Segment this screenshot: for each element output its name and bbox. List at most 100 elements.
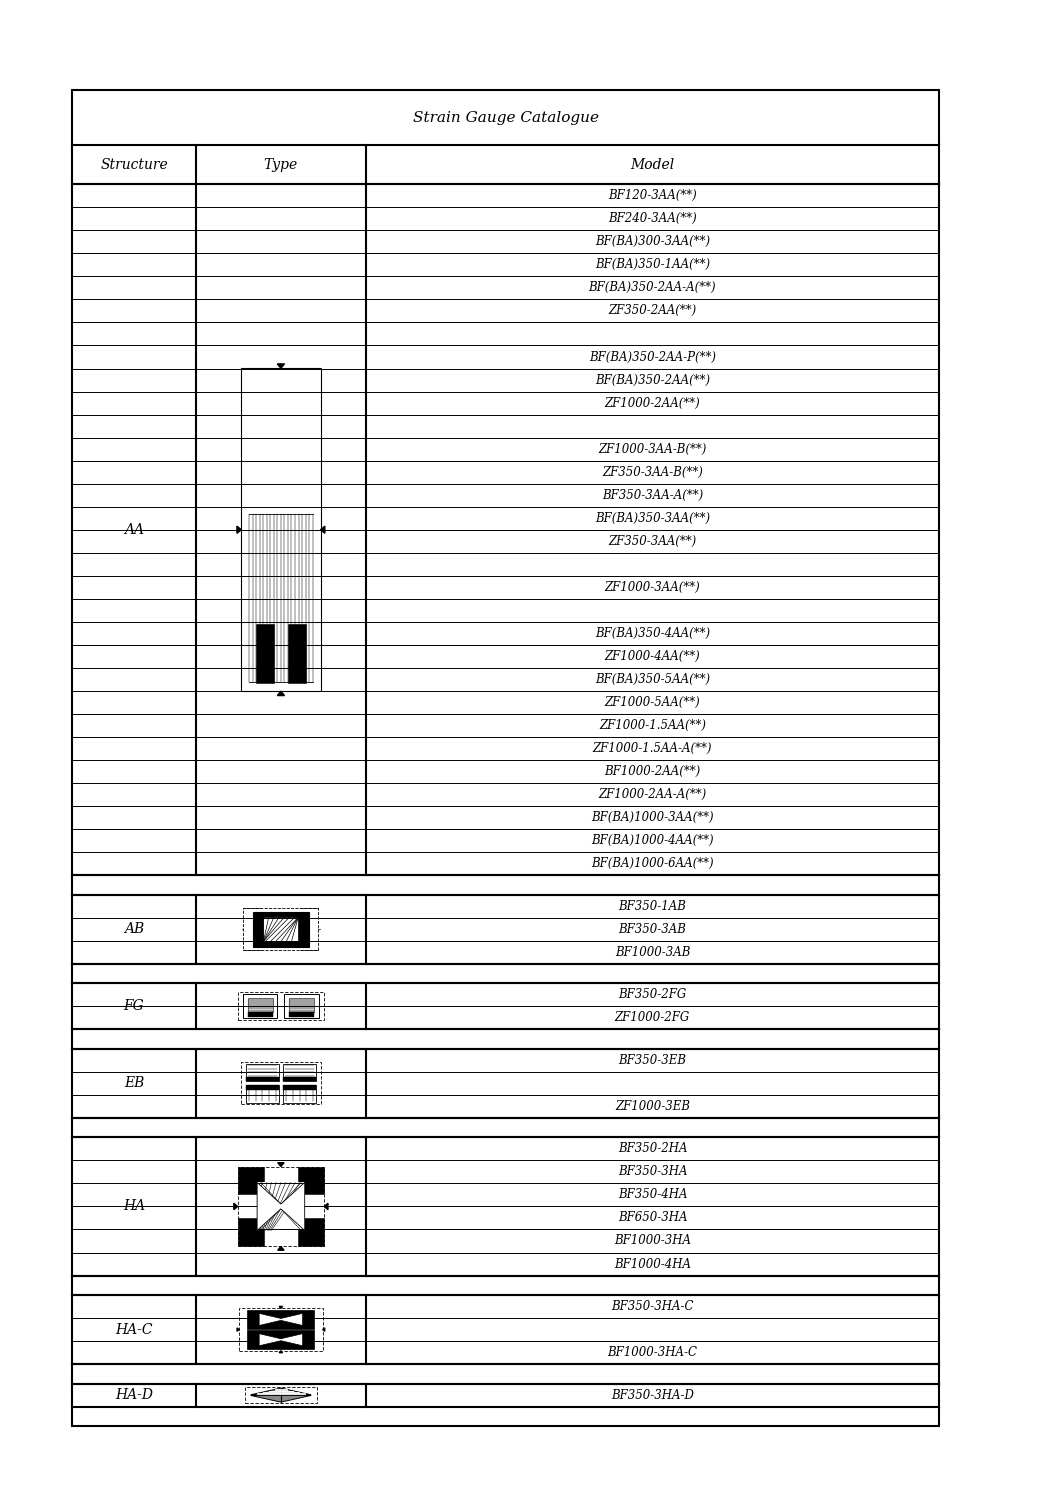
Polygon shape xyxy=(278,691,284,695)
Text: BF1000-3HA: BF1000-3HA xyxy=(614,1234,691,1248)
Text: ZF1000-3AA(**): ZF1000-3AA(**) xyxy=(604,581,701,593)
Text: BF(BA)350-2AA(**): BF(BA)350-2AA(**) xyxy=(595,373,710,386)
Bar xyxy=(283,1077,316,1082)
Bar xyxy=(257,625,273,683)
Text: BF(BA)300-3AA(**): BF(BA)300-3AA(**) xyxy=(595,235,710,249)
Bar xyxy=(258,1182,304,1230)
Polygon shape xyxy=(278,1246,284,1251)
Text: BF(BA)1000-6AA(**): BF(BA)1000-6AA(**) xyxy=(591,857,713,870)
Text: BF650-3HA: BF650-3HA xyxy=(618,1212,687,1224)
Polygon shape xyxy=(324,1203,328,1210)
Bar xyxy=(237,992,324,1020)
Polygon shape xyxy=(258,1182,304,1230)
Bar xyxy=(242,1062,320,1104)
Polygon shape xyxy=(278,364,284,369)
Text: BF1000-4HA: BF1000-4HA xyxy=(614,1257,691,1270)
Polygon shape xyxy=(322,1327,324,1332)
Bar xyxy=(237,1167,264,1194)
Text: BF350-4HA: BF350-4HA xyxy=(618,1188,687,1201)
Polygon shape xyxy=(320,526,324,533)
Text: Strain Gauge Catalogue: Strain Gauge Catalogue xyxy=(412,111,599,124)
Polygon shape xyxy=(237,526,242,533)
Bar xyxy=(246,1077,279,1082)
Text: FG: FG xyxy=(124,999,144,1013)
Text: BF350-3AB: BF350-3AB xyxy=(618,923,687,936)
Bar xyxy=(248,999,272,1011)
Polygon shape xyxy=(250,1396,312,1402)
Bar xyxy=(283,1086,316,1103)
Text: BF(BA)350-2AA-A(**): BF(BA)350-2AA-A(**) xyxy=(588,282,717,295)
Bar xyxy=(247,1330,315,1350)
Text: BF350-2HA: BF350-2HA xyxy=(618,1143,687,1155)
Text: BF350-3AA-A(**): BF350-3AA-A(**) xyxy=(602,488,703,502)
Text: HA-C: HA-C xyxy=(116,1323,153,1336)
Text: BF(BA)1000-4AA(**): BF(BA)1000-4AA(**) xyxy=(591,834,713,848)
Text: EB: EB xyxy=(124,1077,144,1091)
Bar xyxy=(246,1064,279,1082)
Bar xyxy=(246,1086,279,1103)
Bar xyxy=(246,1086,279,1089)
Text: BF120-3AA(**): BF120-3AA(**) xyxy=(608,189,696,202)
Bar xyxy=(252,912,310,947)
Polygon shape xyxy=(278,1162,284,1167)
Bar xyxy=(248,1013,272,1017)
Bar xyxy=(237,1167,324,1246)
Text: ZF1000-3AA-B(**): ZF1000-3AA-B(**) xyxy=(598,442,707,455)
Text: ZF1000-2AA(**): ZF1000-2AA(**) xyxy=(604,397,701,409)
Bar xyxy=(244,908,318,950)
Text: ZF1000-4AA(**): ZF1000-4AA(**) xyxy=(604,650,701,664)
Text: Model: Model xyxy=(631,157,674,172)
Text: ZF1000-1.5AA-A(**): ZF1000-1.5AA-A(**) xyxy=(593,742,712,755)
Text: AB: AB xyxy=(124,923,144,936)
Text: BF350-3EB: BF350-3EB xyxy=(618,1053,687,1067)
Text: ZF1000-3EB: ZF1000-3EB xyxy=(615,1100,690,1113)
Bar xyxy=(247,1311,315,1329)
Bar xyxy=(283,1086,316,1089)
Bar xyxy=(289,999,314,1011)
Text: BF350-1AB: BF350-1AB xyxy=(618,900,687,912)
Polygon shape xyxy=(279,1306,283,1308)
Text: BF(BA)350-2AA-P(**): BF(BA)350-2AA-P(**) xyxy=(589,351,716,364)
Bar xyxy=(245,1387,317,1402)
Polygon shape xyxy=(279,1351,283,1353)
Bar xyxy=(288,625,305,683)
Polygon shape xyxy=(259,1314,303,1326)
Text: HA: HA xyxy=(123,1200,145,1213)
Text: BF(BA)350-1AA(**): BF(BA)350-1AA(**) xyxy=(595,258,710,271)
Bar xyxy=(243,995,278,1019)
Bar xyxy=(264,917,298,941)
Polygon shape xyxy=(259,1333,303,1345)
Polygon shape xyxy=(237,1327,240,1332)
Bar xyxy=(298,1167,324,1194)
Bar xyxy=(289,1013,314,1017)
Polygon shape xyxy=(250,1389,312,1395)
Text: BF1000-3AB: BF1000-3AB xyxy=(615,945,690,959)
Text: BF350-3HA-D: BF350-3HA-D xyxy=(611,1389,694,1402)
Text: HA-D: HA-D xyxy=(116,1389,153,1402)
Polygon shape xyxy=(234,1203,237,1210)
Bar xyxy=(242,369,320,691)
Bar xyxy=(237,1218,264,1246)
Text: BF240-3AA(**): BF240-3AA(**) xyxy=(608,213,696,225)
Text: ZF1000-2FG: ZF1000-2FG xyxy=(615,1011,690,1025)
Text: BF1000-2AA(**): BF1000-2AA(**) xyxy=(604,765,701,777)
Text: ZF350-2AA(**): ZF350-2AA(**) xyxy=(608,304,696,318)
Text: AA: AA xyxy=(124,523,144,536)
Bar xyxy=(240,1308,322,1351)
Text: ZF350-3AA(**): ZF350-3AA(**) xyxy=(608,535,696,548)
Text: BF350-2FG: BF350-2FG xyxy=(618,989,687,1001)
Bar xyxy=(72,90,939,1426)
Text: BF350-3HA-C: BF350-3HA-C xyxy=(612,1300,693,1314)
Text: BF(BA)350-4AA(**): BF(BA)350-4AA(**) xyxy=(595,626,710,640)
Bar xyxy=(284,995,319,1019)
Text: Type: Type xyxy=(264,157,298,172)
Text: BF(BA)1000-3AA(**): BF(BA)1000-3AA(**) xyxy=(591,810,713,824)
Bar xyxy=(283,1064,316,1082)
Text: BF(BA)350-5AA(**): BF(BA)350-5AA(**) xyxy=(595,673,710,686)
Text: ZF1000-1.5AA(**): ZF1000-1.5AA(**) xyxy=(599,719,706,733)
Text: ZF350-3AA-B(**): ZF350-3AA-B(**) xyxy=(602,466,703,479)
Text: BF350-3HA: BF350-3HA xyxy=(618,1165,687,1179)
Text: BF1000-3HA-C: BF1000-3HA-C xyxy=(607,1347,697,1359)
Bar xyxy=(298,1218,324,1246)
Text: ZF1000-2AA-A(**): ZF1000-2AA-A(**) xyxy=(598,788,707,801)
